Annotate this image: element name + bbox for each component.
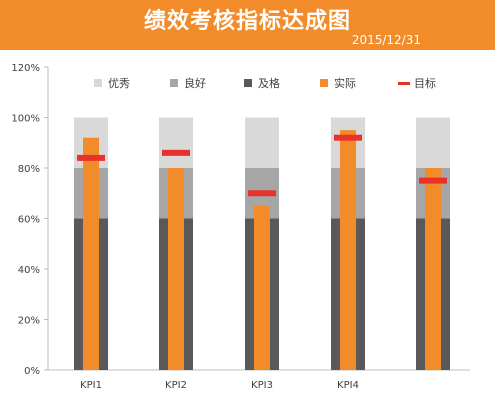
actual-bar: [340, 130, 356, 370]
x-tick-label: KPI3: [251, 380, 273, 391]
header-banner: 绩效考核指标达成图 2015/12/31: [0, 0, 495, 50]
band-excellent: [245, 117, 279, 168]
target-marker: [419, 177, 447, 184]
report-date: 2015/12/31: [351, 33, 421, 47]
y-tick-label: 60%: [18, 215, 40, 226]
x-tick-label: KPI4: [337, 380, 359, 391]
y-tick-label: 120%: [11, 63, 40, 74]
legend-swatch: [320, 79, 328, 87]
actual-bar: [425, 168, 441, 370]
kpi-bullet-chart: 0% 20% 40% 60% 80% 100% 120% KPI1 KPI2 KPI3 KPI4 优秀…: [0, 50, 495, 402]
chart-canvas: 0% 20% 40% 60% 80% 100% 120% KPI1 KPI2 KPI3 KPI4 优秀…: [11, 63, 470, 391]
legend-label: 及格: [258, 76, 280, 90]
target-marker: [248, 190, 276, 197]
actual-bar: [254, 205, 270, 370]
band-excellent: [159, 117, 193, 168]
legend-swatch: [94, 79, 102, 87]
band-excellent: [416, 117, 450, 168]
page-title: 绩效考核指标达成图: [143, 9, 351, 34]
target-marker: [334, 134, 362, 141]
actual-bar: [83, 137, 99, 370]
legend-label: 实际: [334, 76, 356, 90]
legend-swatch: [170, 79, 178, 87]
legend-swatch: [398, 82, 410, 85]
y-tick-label: 0%: [24, 366, 40, 377]
x-tick-label: KPI2: [165, 380, 187, 391]
y-tick-label: 100%: [11, 114, 40, 125]
y-tick-label: 80%: [18, 164, 40, 175]
legend-label: 优秀: [108, 77, 130, 90]
y-tick-label: 20%: [18, 316, 40, 327]
target-marker: [77, 154, 105, 161]
target-marker: [162, 149, 190, 156]
legend-label: 目标: [414, 76, 436, 90]
legend-swatch: [244, 79, 252, 87]
legend-label: 良好: [184, 76, 206, 90]
x-tick-label: KPI1: [80, 380, 102, 391]
y-tick-label: 40%: [18, 265, 40, 276]
actual-bar: [168, 168, 184, 370]
